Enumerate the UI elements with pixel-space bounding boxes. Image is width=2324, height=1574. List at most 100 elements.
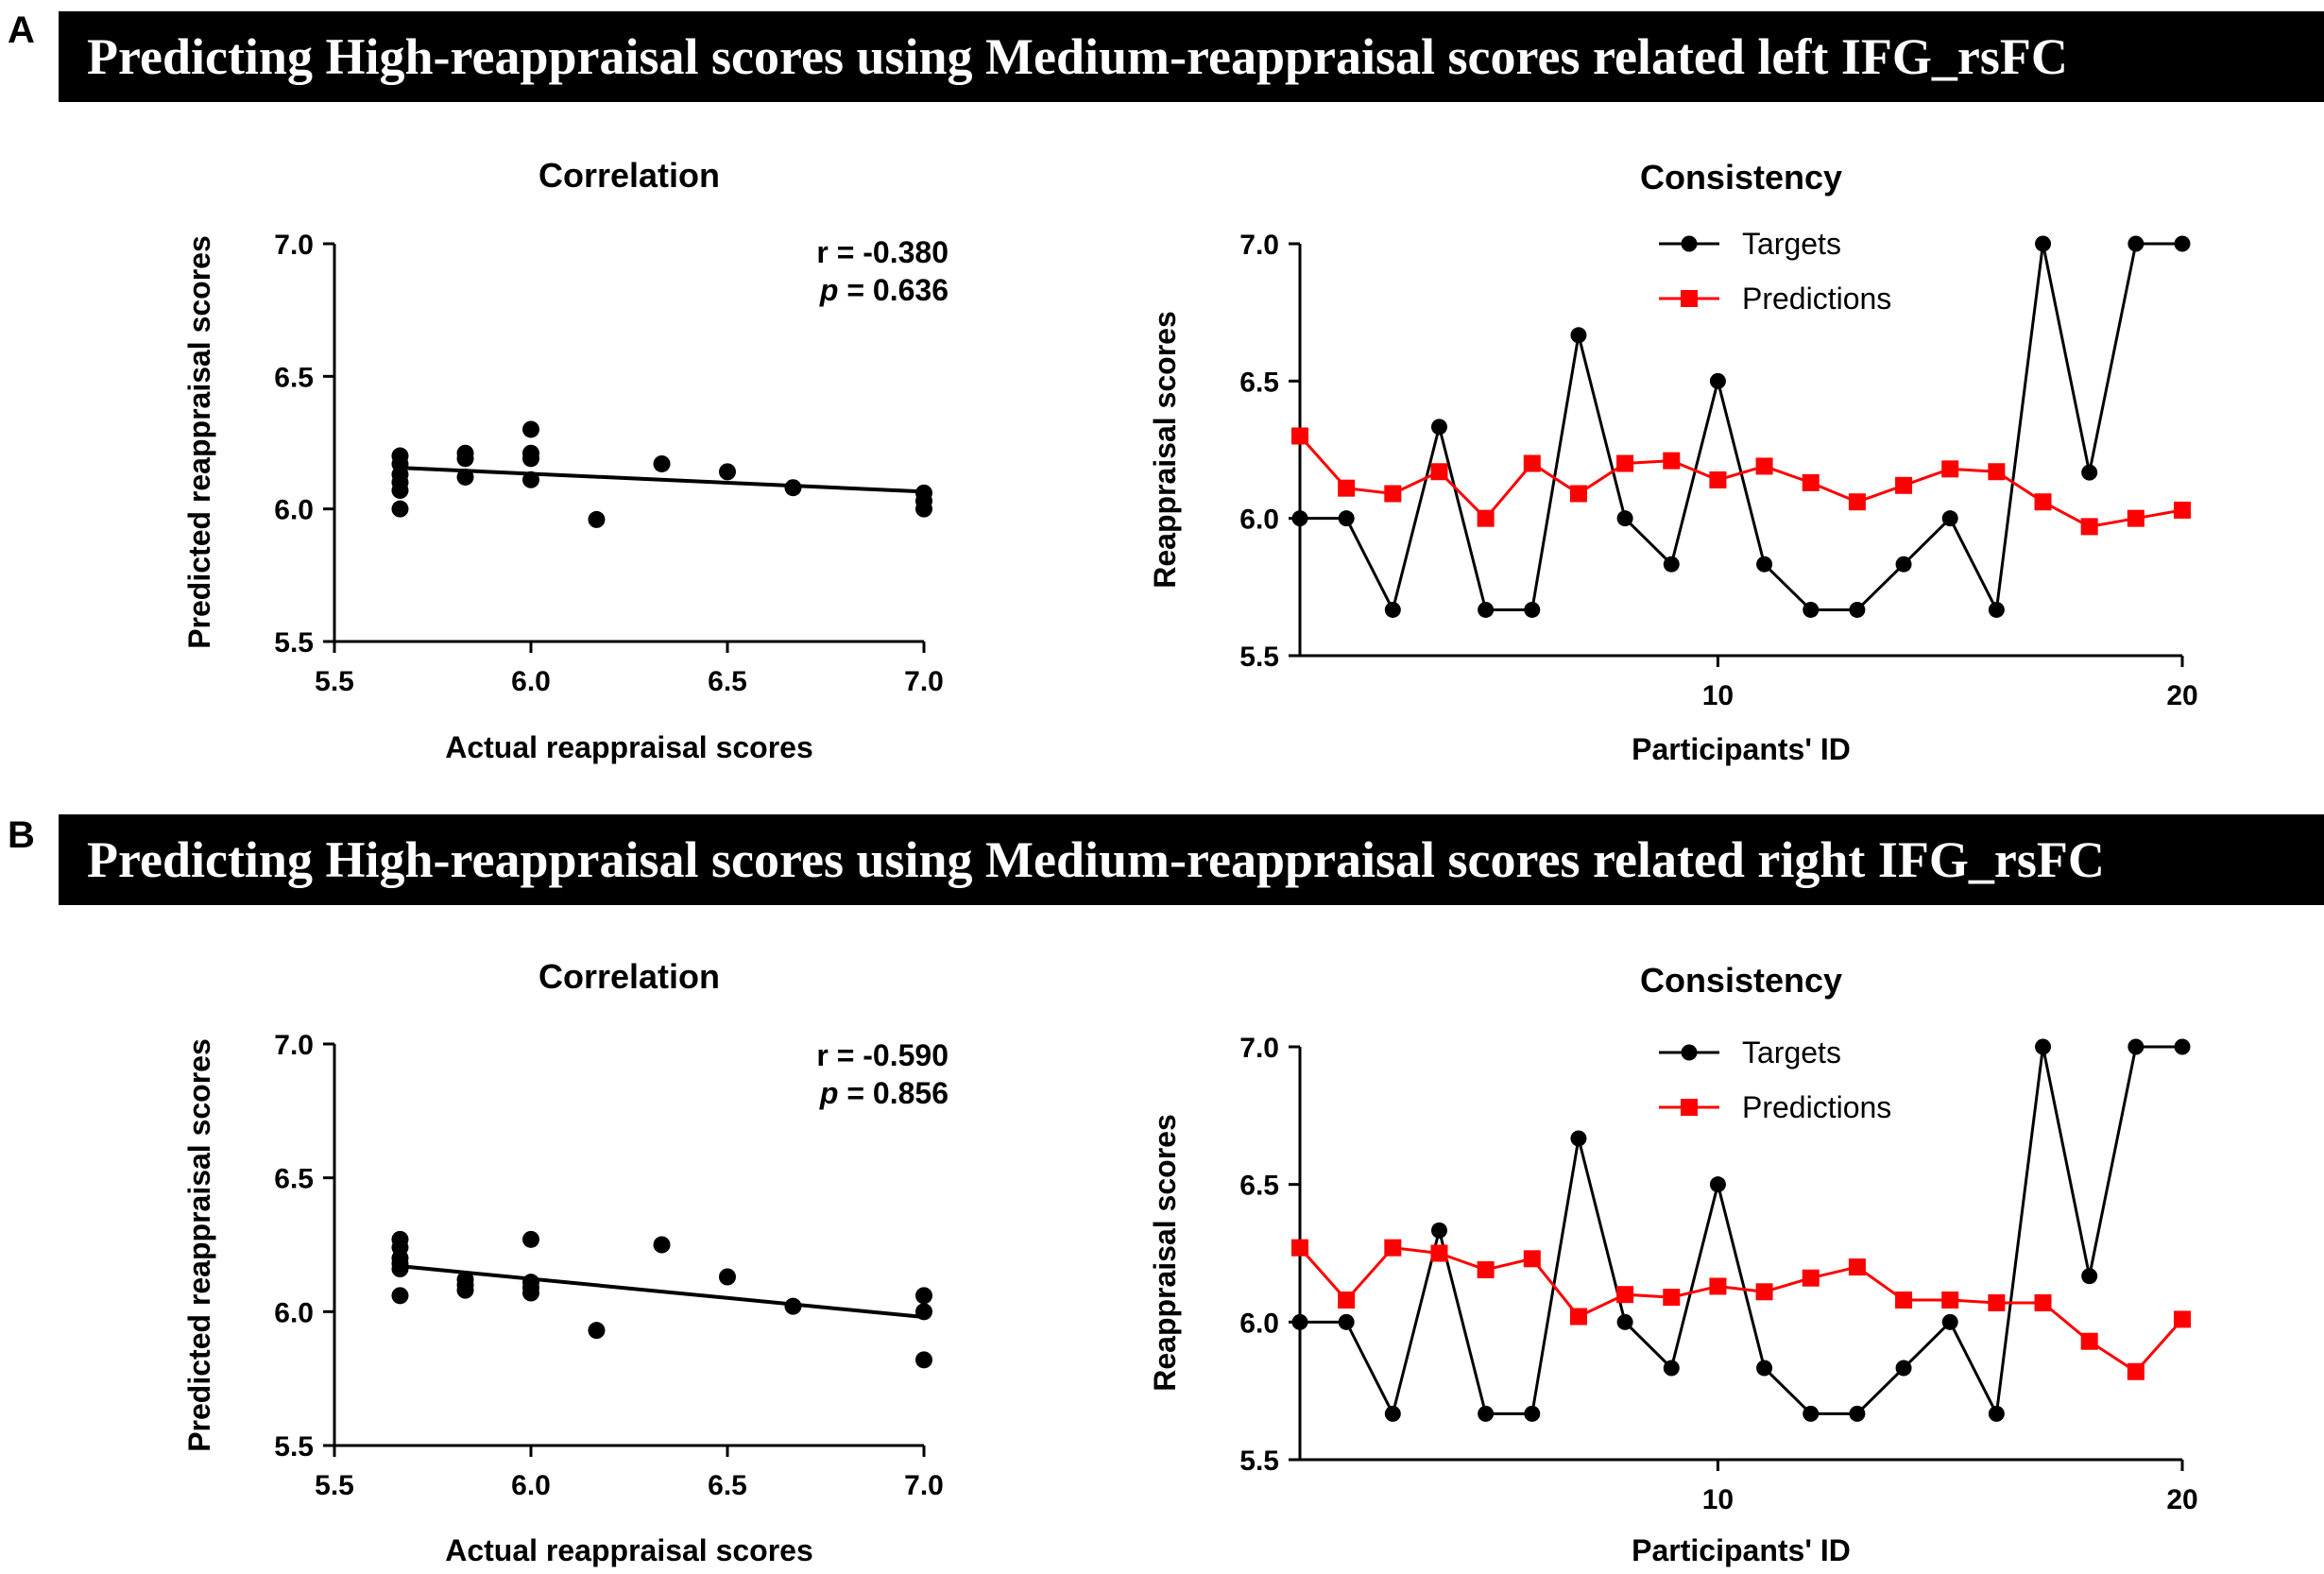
chart-a-scatter-point (456, 450, 474, 468)
chart-a-line-series-targets-marker (1803, 601, 1820, 618)
chart-a-line-ytick-label: 6.0 (1239, 505, 1279, 536)
chart-a-line-series-targets-marker (1616, 510, 1633, 527)
chart-a-scatter-xtick-label: 6.5 (708, 666, 747, 697)
chart-b-line-series-targets-marker (1570, 1130, 1587, 1147)
chart-b-line-series-targets-marker (1291, 1313, 1308, 1330)
chart-a-scatter-stat-p-value: = 0.636 (838, 273, 948, 307)
chart-a-line-series-predictions-marker (1384, 485, 1402, 503)
chart-b-line-series-predictions-marker (1338, 1292, 1356, 1309)
chart-b-line-xlabel: Participants' ID (1632, 1533, 1851, 1567)
chart-b-scatter-stat-p-value: = 0.856 (838, 1076, 948, 1110)
chart-b-line-legend-targets-marker (1681, 1044, 1698, 1061)
chart-b-scatter-stat-p: p = 0.856 (819, 1076, 948, 1110)
chart-a-line-series-predictions-marker (1941, 460, 1959, 478)
chart-a-line-series-predictions-marker (1848, 493, 1866, 511)
chart-b-line-ytick-label: 5.5 (1239, 1446, 1279, 1477)
chart-b-line-series-targets-marker (1430, 1222, 1447, 1239)
chart-a-line-series-targets-marker (1709, 372, 1726, 389)
chart-a-scatter-ytick-label: 5.5 (274, 627, 314, 659)
chart-b-scatter-point (588, 1322, 606, 1340)
chart-b-line-series-predictions-marker (1802, 1269, 1820, 1287)
chart-a-line-xtick-label: 20 (2166, 680, 2197, 711)
chart-a-scatter-point (522, 470, 539, 488)
chart-b-line-series-predictions-marker (1895, 1292, 1913, 1309)
chart-a-line-series-predictions-marker (1709, 470, 1727, 488)
chart-a-line-series-predictions-marker (1663, 452, 1681, 470)
chart-a-line-series-predictions-marker (1895, 476, 1913, 494)
chart-b-scatter-xlabel: Actual reappraisal scores (445, 1533, 813, 1567)
panel-b-banner: Predicting High-reappraisal scores using… (59, 814, 2324, 905)
chart-a-scatter-point (391, 482, 409, 500)
chart-b-line-series-targets-marker (1338, 1313, 1355, 1330)
chart-a-scatter-xlabel: Actual reappraisal scores (445, 730, 813, 764)
chart-a-scatter-point (719, 463, 736, 481)
chart-b-line-series-predictions-marker (1755, 1283, 1773, 1301)
chart-a-line-series-predictions-marker (1755, 457, 1773, 475)
chart-a-scatter-stat-p: p = 0.636 (819, 273, 948, 307)
chart-b-scatter-ytick-label: 5.5 (274, 1431, 314, 1463)
chart-b-line-series-targets-marker (1524, 1405, 1541, 1422)
chart-a-line-series-targets-marker (1849, 601, 1866, 618)
chart-a-line-series-targets-marker (1338, 510, 1355, 527)
chart-a-line-series-targets-marker (1570, 327, 1587, 344)
chart-a-line-series-predictions-marker (1430, 463, 1448, 481)
chart-a-scatter-point (522, 420, 539, 438)
chart-a-scatter-point (588, 510, 606, 528)
chart-b-line-series-targets-marker (2174, 1038, 2191, 1055)
chart-b-line-series-predictions-marker (1384, 1239, 1402, 1257)
chart-a-scatter-xtick-label: 7.0 (904, 666, 944, 697)
chart-b-line-series-targets-marker (1895, 1360, 1912, 1377)
chart-a-scatter-stat-r: r = -0.380 (816, 235, 948, 269)
chart-b-scatter-xtick-label: 5.5 (315, 1470, 354, 1501)
chart-a-line-ytick-label: 5.5 (1239, 642, 1279, 673)
chart-a-scatter-fit-line (400, 466, 925, 494)
chart-b-line-series-targets-marker (2127, 1038, 2145, 1055)
chart-b-line-series-targets-marker (1709, 1176, 1726, 1193)
chart-a-line-series-targets-marker (2174, 235, 2191, 252)
panel-letter-b: B (8, 814, 35, 856)
chart-b-scatter-point (391, 1287, 409, 1305)
chart-b-line-ytick-label: 6.5 (1239, 1171, 1279, 1202)
chart-b-scatter-point (522, 1284, 539, 1302)
chart-b-scatter-ytick-label: 6.5 (274, 1164, 314, 1195)
chart-b-line-ylabel: Reappraisal scores (1148, 1114, 1182, 1392)
chart-a-line-ytick-label: 6.5 (1239, 367, 1279, 398)
chart-b-scatter-stat-r: r = -0.590 (816, 1038, 948, 1072)
chart-b-scatter-point (653, 1236, 671, 1254)
chart-b-line-series-predictions-marker (1616, 1286, 1634, 1304)
chart-b-scatter-ylabel: Predicted reappraisal scores (182, 1038, 216, 1452)
chart-a-scatter-ylabel: Predicted reappraisal scores (182, 235, 216, 649)
chart-a-line-series-predictions-marker (1802, 473, 1820, 491)
chart-a-line-series-targets-marker (1988, 601, 2005, 618)
chart-b-line-xtick-label: 10 (1702, 1484, 1734, 1515)
chart-a-line-series-targets-marker (1430, 419, 1447, 436)
chart-b-scatter-point (719, 1268, 736, 1286)
chart-a-line-series-predictions-marker (1523, 454, 1541, 472)
chart-b-line-series-targets-marker (2081, 1268, 2098, 1285)
chart-a-line-series-targets-marker (1941, 510, 1958, 527)
chart-a-scatter-ytick-label: 7.0 (274, 230, 314, 261)
chart-b-line-legend-predictions-label: Predictions (1742, 1090, 1891, 1124)
chart-a-line-series-predictions-marker (1291, 427, 1308, 445)
chart-b-scatter-title: Correlation (538, 957, 720, 996)
chart-a-line-series-targets-marker (2035, 235, 2052, 252)
chart-a-line-series-predictions-marker (1569, 485, 1587, 503)
panel-a-banner: Predicting High-reappraisal scores using… (59, 11, 2324, 102)
chart-b-scatter-xtick-label: 6.5 (708, 1470, 747, 1501)
chart-a-line-ytick-label: 7.0 (1239, 230, 1279, 261)
chart-b-line-series-predictions-marker (1848, 1258, 1866, 1276)
chart-b-scatter-ytick-label: 6.0 (274, 1297, 314, 1328)
chart-b-line-series-predictions-marker (1523, 1250, 1541, 1268)
chart-b-line-series-predictions-marker (1988, 1293, 2006, 1311)
chart-b-scatter-xtick-label: 6.0 (511, 1470, 551, 1501)
chart-b-line-ytick-label: 7.0 (1239, 1033, 1279, 1064)
chart-a-scatter-point (391, 500, 409, 518)
chart-a-line-series-targets-marker (1756, 556, 1773, 573)
chart-b-scatter-point (391, 1260, 409, 1277)
chart-a-line-legend-targets-label: Targets (1742, 227, 1841, 261)
chart-a-line-series-predictions-marker (2034, 493, 2052, 511)
chart-b-line-ytick-label: 6.0 (1239, 1308, 1279, 1339)
chart-b-scatter-point (456, 1281, 474, 1299)
chart-b-line-series-predictions-marker (1709, 1277, 1727, 1295)
